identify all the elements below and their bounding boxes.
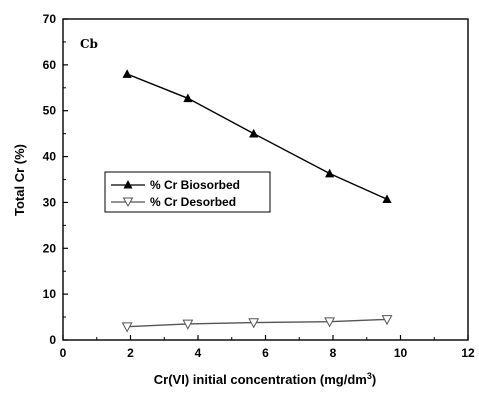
data-point-series-1 [382,194,392,204]
x-tick-label: 0 [60,346,67,360]
data-point-series-2 [381,315,393,326]
y-tick-label: 60 [43,58,57,72]
y-tick-label: 30 [43,195,57,209]
data-point-series-2 [324,317,336,328]
legend: % Cr Biosorbed % Cr Desorbed [104,171,271,213]
y-tick-label: 70 [43,12,57,26]
y-tick-label: 40 [43,150,57,164]
x-axis-label: Cr(VI) initial concentration (mg/dm3) [154,371,376,387]
y-tick-label: 0 [49,333,56,347]
y-tick-label: 50 [43,104,57,118]
y-tick-label: 20 [43,241,57,255]
y-tick-label: 10 [43,287,57,301]
legend-label-desorbed: % Cr Desorbed [150,195,236,209]
data-point-series-2 [182,319,194,330]
ticks: 0 2 4 6 8 10 12 0 10 20 30 40 50 60 70 [43,12,475,360]
x-tick-label: 12 [461,346,475,360]
x-axis-label-end: ) [372,372,376,387]
x-tick-label: 8 [330,346,337,360]
data-point-series-1 [249,128,259,138]
series [121,69,393,333]
data-point-series-2 [248,318,260,329]
x-axis-label-sup: 3 [367,371,372,381]
x-tick-label: 6 [262,346,269,360]
legend-marker-biosorbed [123,180,133,189]
y-axis-label: Total Cr (%) [12,144,27,216]
panel-label: Cb [80,37,98,51]
x-axis-label-main: Cr(VI) initial concentration (mg/dm [154,372,367,387]
data-point-series-2 [121,322,133,333]
data-point-series-1 [183,93,193,103]
legend-box [104,171,271,213]
x-tick-label: 4 [195,346,202,360]
x-tick-label: 2 [127,346,134,360]
legend-marker-desorbed [122,197,134,208]
legend-label-biosorbed: % Cr Biosorbed [150,178,240,192]
x-tick-label: 10 [394,346,408,360]
data-point-series-1 [325,168,335,178]
data-point-series-1 [122,69,132,78]
